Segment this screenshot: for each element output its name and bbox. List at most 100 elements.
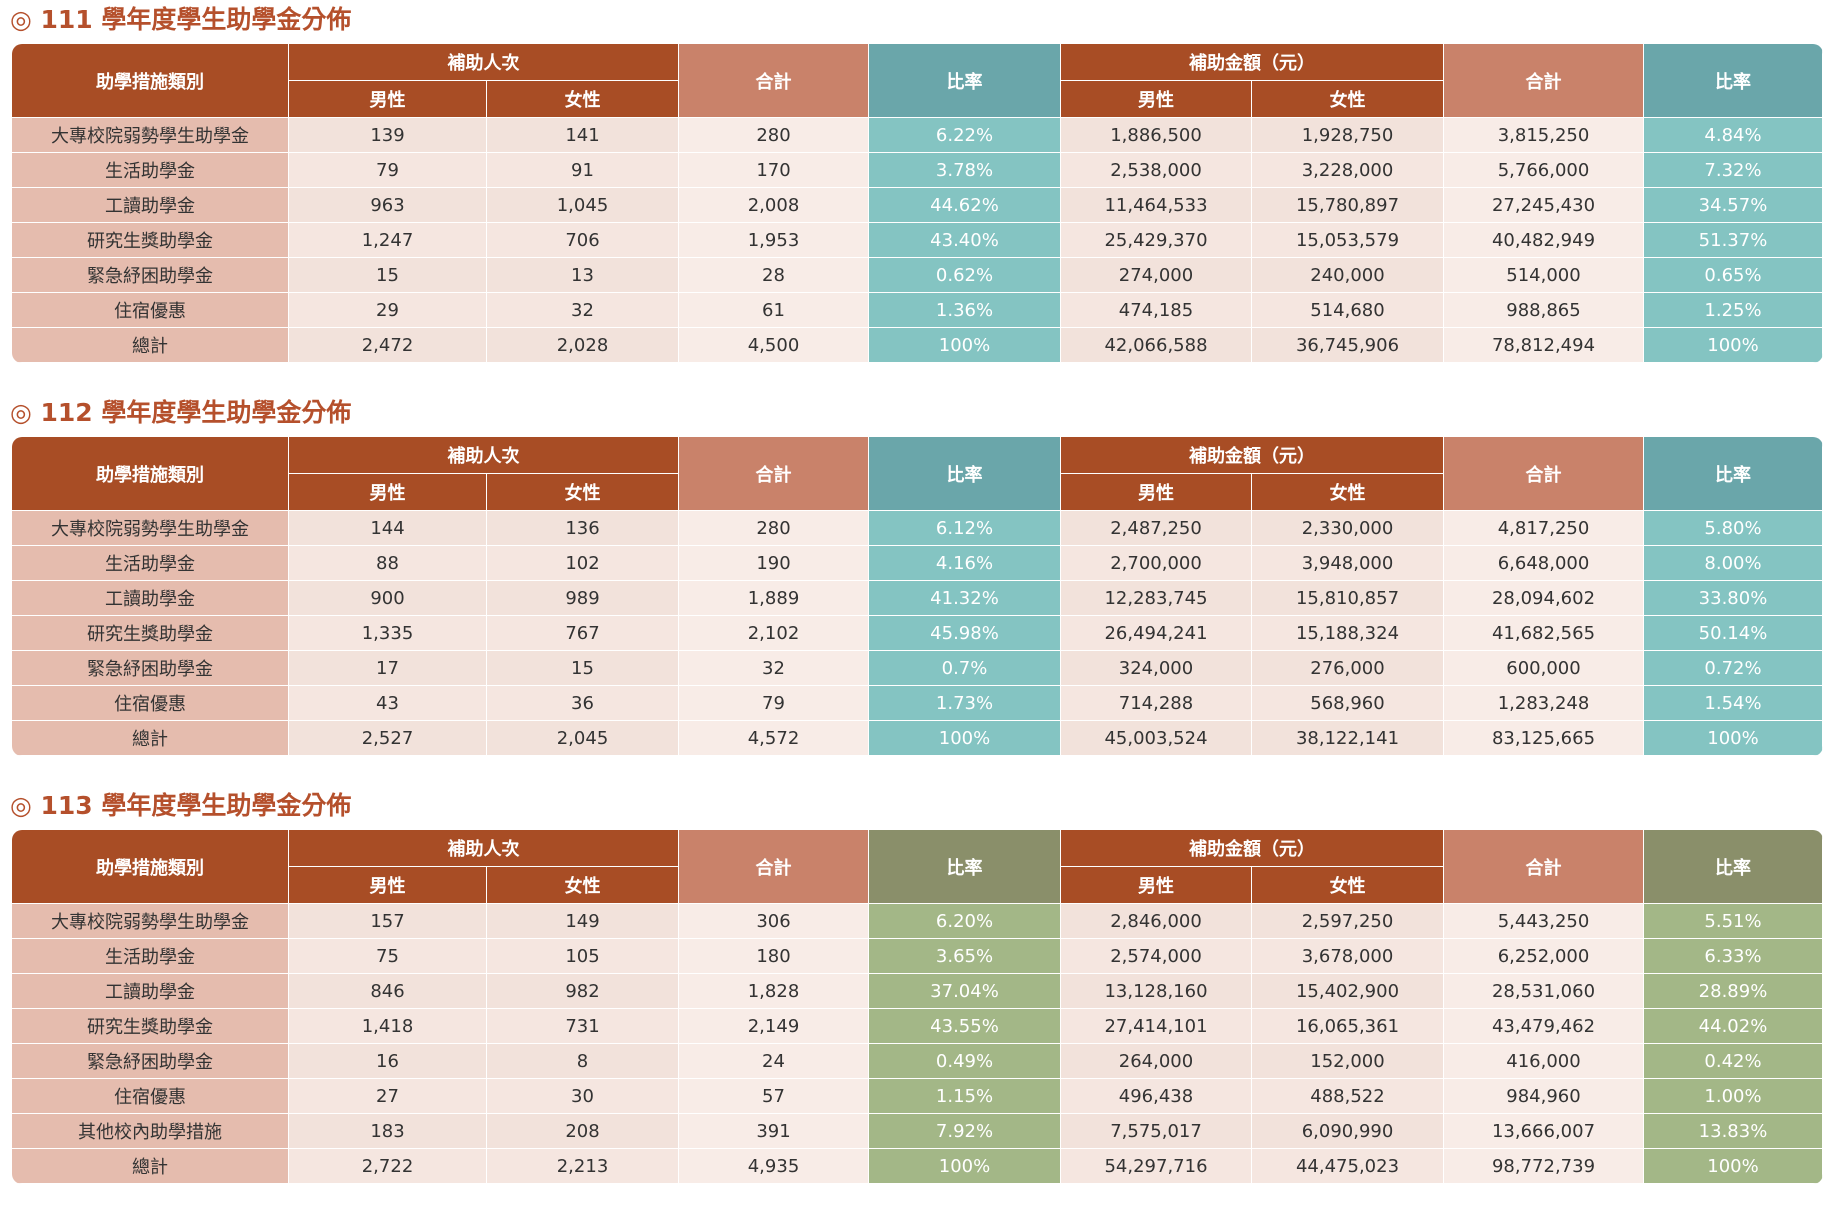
- table-cell: 1,928,750: [1252, 118, 1444, 153]
- table-cell: 15,053,579: [1252, 223, 1444, 258]
- section: ◎ 111 學年度學生助學金分佈 助學措施類別 補助人次 合計 比率 補助金額（元） 合計比…: [10, 0, 1823, 363]
- table-cell: 276,000: [1252, 651, 1444, 686]
- table-cell: 963: [289, 188, 487, 223]
- header-cell: 男性: [1061, 81, 1252, 118]
- header-cell: 補助金額（元）: [1061, 44, 1444, 81]
- table-cell: 15,780,897: [1252, 188, 1444, 223]
- table-cell: 1,953: [679, 223, 869, 258]
- table-cell: 984,960: [1444, 1079, 1644, 1114]
- table-cell: 1,045: [487, 188, 679, 223]
- table-cell: 45,003,524: [1061, 721, 1252, 756]
- header-cell: 女性: [1252, 867, 1444, 904]
- table-cell: 100%: [869, 721, 1061, 756]
- table-cell: 280: [679, 511, 869, 546]
- table-row: 大專校院弱勢學生助學金 157 149 306 6.20% 2,846,000 2,597,…: [12, 904, 1823, 939]
- table-cell: 4,817,250: [1444, 511, 1644, 546]
- table-cell: 1.15%: [869, 1079, 1061, 1114]
- table-cell: 900: [289, 581, 487, 616]
- table-cell: 43: [289, 686, 487, 721]
- table-cell: 0.65%: [1644, 258, 1823, 293]
- table-cell: 50.14%: [1644, 616, 1823, 651]
- table-cell: 研究生獎助學金: [12, 616, 289, 651]
- data-table: 助學措施類別 補助人次 合計 比率 補助金額（元） 合計 比率 男性 女性 男性 女性 大專校院弱勢學…: [12, 830, 1823, 1184]
- table-cell: 緊急紓困助學金: [12, 651, 289, 686]
- table-cell: 住宿優惠: [12, 1079, 289, 1114]
- header-cell: 助學措施類別: [12, 830, 289, 904]
- table-row: 研究生獎助學金 1,247 706 1,953 43.40% 25,429,370 15,0…: [12, 223, 1823, 258]
- table-cell: 41.32%: [869, 581, 1061, 616]
- table-cell: 100%: [1644, 721, 1823, 756]
- table-cell: 0.7%: [869, 651, 1061, 686]
- table-cell: 27,245,430: [1444, 188, 1644, 223]
- header-cell: 合計: [1444, 830, 1644, 904]
- table-cell: 15,188,324: [1252, 616, 1444, 651]
- table-cell: 2,527: [289, 721, 487, 756]
- table-cell: 7,575,017: [1061, 1114, 1252, 1149]
- table-cell: 36: [487, 686, 679, 721]
- header-cell: 合計: [1444, 437, 1644, 511]
- header-cell: 比率: [869, 830, 1061, 904]
- table-cell: 38,122,141: [1252, 721, 1444, 756]
- table-cell: 24: [679, 1044, 869, 1079]
- table-header: 助學措施類別 補助人次 合計 比率 補助金額（元） 合計 比率 男性 女性 男性 女性: [12, 44, 1823, 118]
- table-cell: 27,414,101: [1061, 1009, 1252, 1044]
- table-cell: 工讀助學金: [12, 188, 289, 223]
- header-cell: 比率: [1644, 830, 1823, 904]
- table-cell: 2,700,000: [1061, 546, 1252, 581]
- table-cell: 2,538,000: [1061, 153, 1252, 188]
- table-cell: 2,330,000: [1252, 511, 1444, 546]
- header-row: 男性 女性 男性 女性: [12, 867, 1823, 904]
- table-cell: 30: [487, 1079, 679, 1114]
- table-cell: 16,065,361: [1252, 1009, 1444, 1044]
- table-cell: 100%: [869, 328, 1061, 363]
- table-cell: 75: [289, 939, 487, 974]
- table-row: 總計 2,722 2,213 4,935 100% 54,297,716 44,475,02…: [12, 1149, 1823, 1184]
- header-cell: 男性: [1061, 867, 1252, 904]
- table-cell: 32: [487, 293, 679, 328]
- header-cell: 助學措施類別: [12, 437, 289, 511]
- table-cell: 37.04%: [869, 974, 1061, 1009]
- table-cell: 1,889: [679, 581, 869, 616]
- table-cell: 26,494,241: [1061, 616, 1252, 651]
- table-cell: 1.00%: [1644, 1079, 1823, 1114]
- table-cell: 54,297,716: [1061, 1149, 1252, 1184]
- table-cell: 研究生獎助學金: [12, 223, 289, 258]
- table-cell: 1,828: [679, 974, 869, 1009]
- table-cell: 3,228,000: [1252, 153, 1444, 188]
- header-cell: 補助金額（元）: [1061, 437, 1444, 474]
- table-cell: 136: [487, 511, 679, 546]
- table-cell: 生活助學金: [12, 546, 289, 581]
- header-row: 助學措施類別 補助人次 合計 比率 補助金額（元） 合計 比率: [12, 830, 1823, 904]
- table-cell: 8.00%: [1644, 546, 1823, 581]
- table-cell: 183: [289, 1114, 487, 1149]
- table-cell: 0.49%: [869, 1044, 1061, 1079]
- header-cell: 補助金額（元）: [1061, 830, 1444, 867]
- table-cell: 研究生獎助學金: [12, 1009, 289, 1044]
- table-cell: 43,479,462: [1444, 1009, 1644, 1044]
- table-cell: 34.57%: [1644, 188, 1823, 223]
- table-cell: 13,666,007: [1444, 1114, 1644, 1149]
- table-cell: 51.37%: [1644, 223, 1823, 258]
- header-cell: 補助人次: [289, 437, 679, 474]
- header-cell: 女性: [1252, 474, 1444, 511]
- table-row: 研究生獎助學金 1,418 731 2,149 43.55% 27,414,101 16,0…: [12, 1009, 1823, 1044]
- header-cell: 合計: [1444, 44, 1644, 118]
- table-cell: 36,745,906: [1252, 328, 1444, 363]
- table-cell: 3,678,000: [1252, 939, 1444, 974]
- table-cell: 139: [289, 118, 487, 153]
- table-cell: 78,812,494: [1444, 328, 1644, 363]
- table-cell: 714,288: [1061, 686, 1252, 721]
- table-cell: 982: [487, 974, 679, 1009]
- table-cell: 大專校院弱勢學生助學金: [12, 511, 289, 546]
- header-cell: 比率: [1644, 437, 1823, 511]
- table-cell: 2,149: [679, 1009, 869, 1044]
- table-row: 生活助學金 75 105 180 3.65% 2,574,000 3,678,000 6,25…: [12, 939, 1823, 974]
- table-cell: 13,128,160: [1061, 974, 1252, 1009]
- header-row: 助學措施類別 補助人次 合計 比率 補助金額（元） 合計 比率: [12, 437, 1823, 511]
- table-cell: 44,475,023: [1252, 1149, 1444, 1184]
- table-cell: 4.84%: [1644, 118, 1823, 153]
- table-cell: 274,000: [1061, 258, 1252, 293]
- table-row: 工讀助學金 963 1,045 2,008 44.62% 11,464,533 15,780…: [12, 188, 1823, 223]
